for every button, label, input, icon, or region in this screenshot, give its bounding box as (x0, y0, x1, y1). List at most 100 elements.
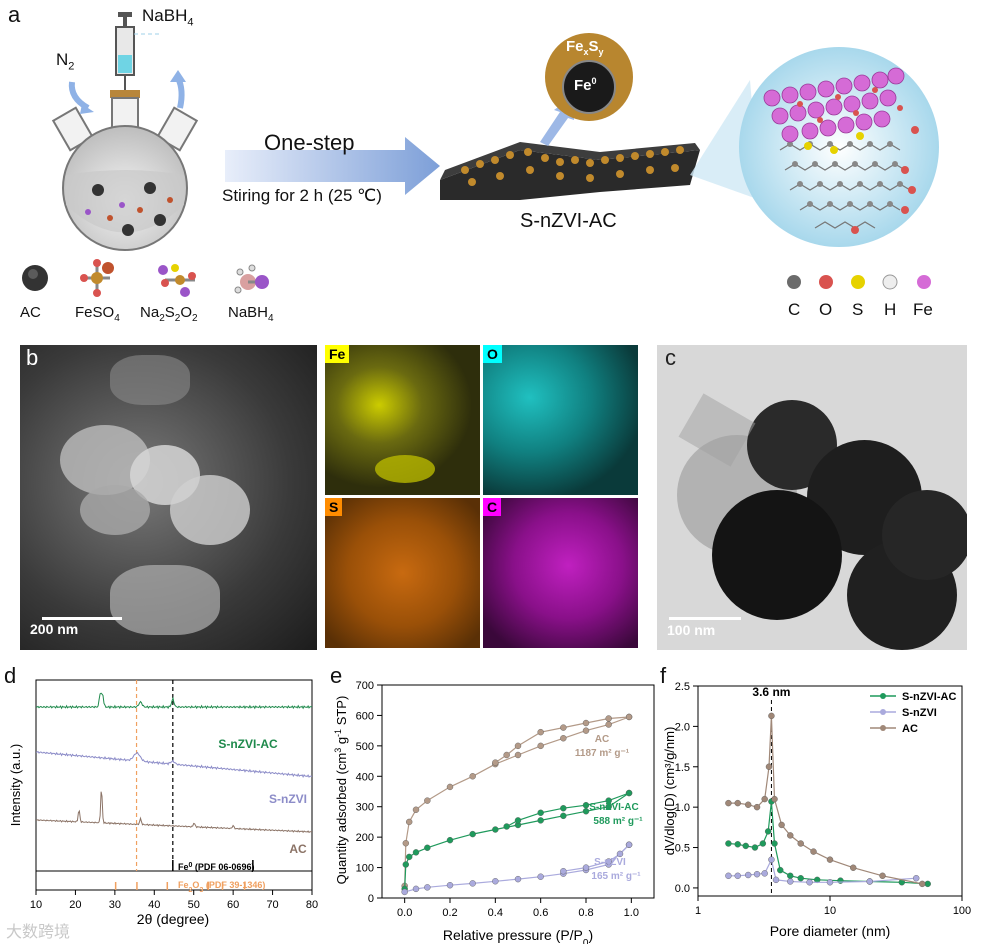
psd-point-s-nzvi (866, 878, 873, 885)
bet-point-s-nzvi (514, 875, 522, 883)
bet-xtick-label: 0.4 (488, 907, 503, 919)
bet-point-s-nzvi (582, 864, 590, 871)
xrd-xtick-label: 30 (109, 899, 121, 911)
psd-ytick-label: 1.0 (675, 802, 690, 814)
eds-tag-s: S (325, 498, 343, 516)
bet-point-s-nzvi-ac (605, 797, 612, 804)
psd-point-ac (879, 872, 886, 880)
bet-axes-frame (381, 684, 655, 899)
bet-point-s-nzvi-ac (582, 801, 590, 809)
panel-c-label: c (665, 345, 676, 370)
fexsy-label: FexSy (566, 38, 604, 57)
psd-legend-snzvi-ac: S-nZVI-AC (902, 691, 956, 703)
sem-scale-bar (42, 617, 122, 620)
bet-point-s-nzvi-ac (625, 789, 633, 797)
bet-xtick-label: 0.6 (533, 907, 548, 919)
bet-point-s-nzvi-ac (412, 849, 420, 856)
xrd-xtick-label: 60 (227, 899, 239, 911)
bet-ytick-label: 400 (356, 771, 374, 783)
psd-point-s-nzvi-ac (771, 840, 778, 847)
bet-xtick-label: 1.0 (624, 907, 639, 919)
psd-ytick-label: 0.0 (675, 883, 690, 895)
psd-point-s-nzvi-ac (725, 840, 732, 847)
psd-point-ac (771, 795, 778, 803)
bet-point-ac (424, 797, 431, 804)
xrd-chart: 10 20 30 40 50 60 70 80 S-nZVI-AC S-nZVI AC Fe0… (8, 679, 318, 927)
bet-point-s-nzvi-ac (469, 830, 476, 838)
atom-s: S (852, 300, 864, 319)
atom-fe: Fe (913, 300, 933, 319)
xrd-ylabel: Intensity (a.u.) (8, 744, 23, 826)
bet-point-s-nzvi-ac (402, 861, 410, 868)
bet-ytick-label: 200 (356, 832, 374, 844)
legend-molecules (22, 259, 269, 297)
bet-point-ac (469, 773, 476, 780)
psd-point-ac (744, 801, 752, 808)
eds-map-s: S (325, 498, 480, 648)
psd-point-s-nzvi-ac (924, 880, 931, 888)
xrd-trace-ac (35, 791, 312, 834)
psd-xlabel: Pore diameter (nm) (770, 923, 891, 939)
bet-value-snzvi: 165 m² g⁻¹ (591, 871, 641, 882)
psd-point-s-nzvi (768, 856, 775, 863)
xrd-trace-snzvi-ac (35, 692, 312, 710)
xrd-xtick-label: 70 (266, 899, 278, 911)
xrd-legend-snzvi: S-nZVI (269, 792, 307, 806)
psd-point-s-nzvi (725, 872, 732, 880)
psd-point-ac (810, 848, 817, 855)
legend-ac: AC (20, 304, 41, 321)
process-arrow (225, 137, 440, 195)
bet-ytick-label: 300 (356, 802, 374, 814)
psd-point-s-nzvi-ac (742, 842, 749, 850)
bet-point-s-nzvi-ac (446, 836, 454, 844)
bet-point-s-nzvi-ac (492, 826, 499, 833)
psd-ytick-label: 2.0 (675, 721, 690, 733)
tem-scale-bar (669, 617, 741, 620)
bet-point-ac (560, 724, 567, 731)
psd-point-s-nzvi-ac (734, 841, 741, 848)
psd-point-s-nzvi (734, 872, 741, 880)
psd-point-s-nzvi-ac (764, 828, 772, 835)
three-neck-flask (51, 90, 199, 251)
psd-point-s-nzvi-ac (759, 840, 767, 847)
bet-legend-snzvi-ac: S-nZVI-AC (589, 802, 638, 813)
bet-adsorption-line-s-nzvi (404, 844, 630, 893)
bet-ylabel: Quantity adsorbed (cm3 g-1 STP) (333, 696, 349, 885)
psd-point-s-nzvi-ac (797, 875, 804, 882)
xrd-legend-ac: AC (289, 842, 307, 856)
bet-point-s-nzvi (469, 880, 476, 887)
psd-ytick-label: 0.5 (675, 843, 690, 855)
psd-xtick-label: 10 (824, 905, 836, 917)
atomic-model-sphere (739, 47, 939, 247)
xrd-xtick-label: 50 (188, 899, 200, 911)
psd-point-s-nzvi-ac (777, 866, 784, 874)
bet-point-s-nzvi (492, 878, 499, 885)
bet-ytick-label: 700 (356, 680, 374, 692)
bet-point-s-nzvi-ac (514, 817, 522, 824)
psd-point-ac (778, 821, 785, 829)
eds-map-c: C (483, 498, 638, 648)
bet-point-s-nzvi-ac (537, 817, 544, 824)
watermark: 大数跨境 (6, 924, 71, 941)
fe0-label: Fe0 (574, 76, 597, 94)
bet-point-s-nzvi (560, 868, 567, 875)
bet-point-ac (605, 721, 612, 728)
psd-point-s-nzvi (772, 876, 780, 884)
xrd-xtick-label: 20 (69, 899, 81, 911)
bet-chart: 0.0 0.2 0.4 0.6 0.8 1.0 0 100 200 300 400 500 600 700… (333, 680, 655, 944)
psd-point-ac (753, 803, 761, 811)
bet-point-ac (514, 742, 522, 750)
product-label: S-nZVI-AC (520, 210, 617, 232)
psd-point-s-nzvi (913, 875, 920, 882)
psd-point-ac (797, 840, 804, 847)
bet-point-s-nzvi (616, 850, 624, 858)
psd-point-ac (826, 856, 834, 863)
eds-map-fe: Fe (325, 345, 480, 495)
xrd-trace-snzvi (35, 750, 313, 779)
bet-point-s-nzvi-ac (424, 844, 431, 851)
panel-a-schematic (22, 12, 939, 297)
bet-point-s-nzvi (537, 873, 544, 880)
xrd-ref-label-fe0: Fe0 (PDF 06-0696) (178, 862, 254, 873)
psd-line-s-nzvi (728, 857, 917, 883)
syringe (115, 12, 160, 90)
